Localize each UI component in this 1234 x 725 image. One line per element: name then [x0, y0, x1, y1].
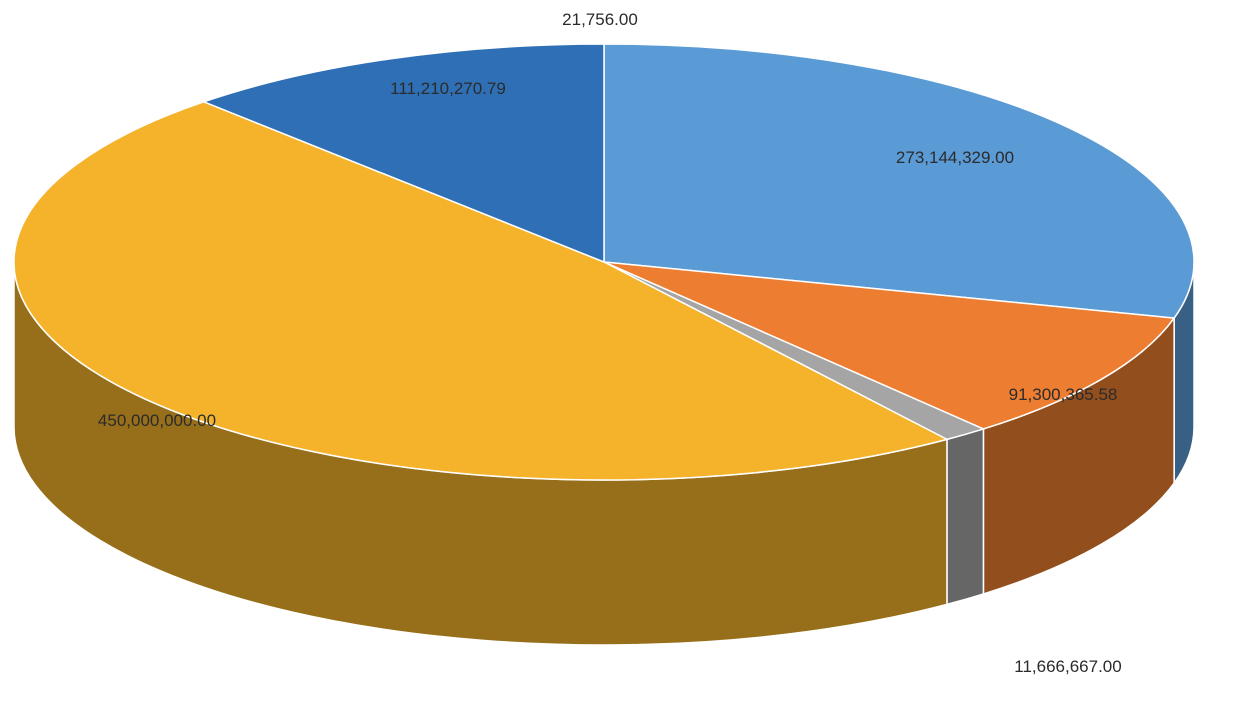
pie-tops	[13, 43, 1195, 481]
pie-slice-3	[603, 261, 1176, 430]
pie-side-4	[946, 427, 985, 606]
pie-slice-2	[603, 43, 1195, 319]
pie-labels: 21,756.00 273,144,329.00 91,300,365.58 1…	[98, 10, 1122, 676]
data-label-3: 91,300,365.58	[1009, 385, 1118, 404]
pie-slice-6	[201, 43, 605, 264]
data-label-4: 11,666,667.00	[1014, 657, 1121, 676]
data-label-6: 111,210,270.79	[390, 79, 506, 98]
data-label-1: 21,756.00	[562, 10, 638, 29]
pie-sides	[13, 261, 1195, 646]
data-label-5: 450,000,000.00	[98, 411, 216, 430]
pie-slice-5	[13, 101, 950, 481]
data-label-2: 273,144,329.00	[896, 148, 1014, 167]
